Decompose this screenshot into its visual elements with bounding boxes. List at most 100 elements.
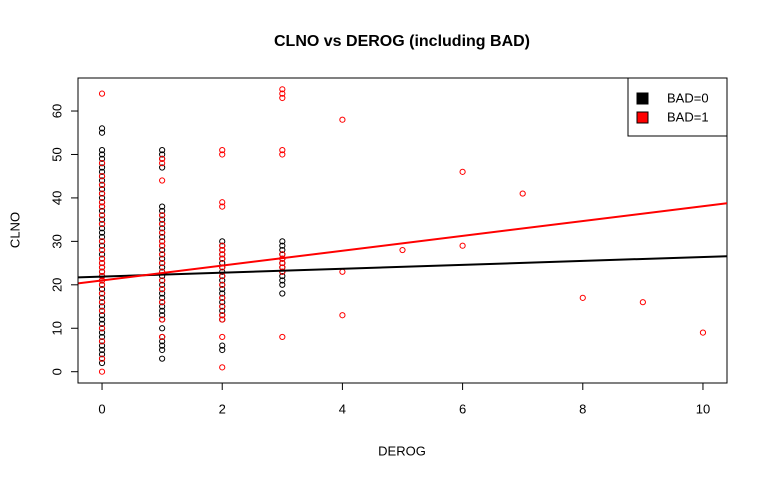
point [98,320,106,328]
point [98,299,106,306]
y-axis-label: CLNO [7,212,22,248]
point [159,325,166,332]
point [279,147,286,154]
fit-line [78,255,727,279]
y-tick-label: 0 [49,368,64,375]
point [219,342,226,349]
point [159,177,166,184]
legend-label: BAD=0 [667,90,709,105]
point [98,216,106,223]
y-tick-label: 20 [49,278,64,292]
point [159,246,166,254]
point [98,186,106,193]
x-tick-label: 8 [579,401,586,416]
point [98,255,106,262]
point [459,168,466,175]
point [98,164,106,171]
point [219,151,226,158]
legend-label: BAD=1 [667,109,709,124]
point [98,90,106,97]
point [98,155,106,162]
point [279,94,286,102]
point [98,359,106,367]
legend-swatch [636,92,649,105]
point [459,242,466,249]
point [219,246,226,254]
point [279,273,286,280]
point [98,177,106,184]
point [98,181,106,188]
point [219,286,226,293]
y-tick-label: 40 [49,191,64,205]
point [159,255,166,262]
point [98,220,106,228]
point [219,294,226,301]
point [159,281,166,288]
point [98,325,106,332]
point [279,246,286,254]
point [98,316,106,323]
point [219,299,226,306]
point [219,251,226,258]
point [98,368,106,375]
point [98,246,106,254]
y-tick-label: 50 [49,147,64,161]
point [279,277,286,284]
fit-line [78,202,727,285]
point [98,333,106,341]
point [98,207,106,215]
point [98,168,106,175]
point [519,190,526,197]
point [98,259,106,267]
point [98,351,106,358]
point [98,281,106,288]
point [159,238,166,245]
point [279,281,286,288]
point [639,299,646,306]
point [98,199,106,206]
point [159,277,166,284]
point [98,194,106,202]
point [219,316,226,323]
point [159,286,166,293]
point [219,303,226,310]
point [159,307,166,314]
x-tick-label: 2 [219,401,226,416]
point [219,255,226,262]
point [279,290,286,297]
point [159,212,166,219]
point [159,333,166,341]
point [159,316,166,323]
point [98,125,106,132]
point [98,338,106,345]
point [159,294,166,301]
point [159,164,166,171]
point [159,160,166,167]
point [279,259,286,267]
point [98,346,106,354]
fit-layer [78,202,727,285]
point [159,290,166,297]
point [159,355,166,362]
point [159,312,166,319]
point [579,294,586,301]
point [98,212,106,219]
x-tick-label: 6 [459,401,466,416]
point [159,303,166,310]
point [98,286,106,293]
point [159,203,166,210]
x-tick-label: 10 [696,401,710,416]
point [219,242,226,249]
point [98,303,106,310]
point [98,190,106,197]
legend: BAD=0 BAD=1 [627,77,728,137]
point [279,86,286,93]
point [159,151,166,158]
point [98,225,106,232]
point [159,233,166,241]
point [159,216,166,223]
point [159,259,166,267]
chart-title: CLNO vs DEROG (including BAD) [274,33,530,50]
point [98,355,106,362]
x-axis-label: DEROG [378,443,426,458]
